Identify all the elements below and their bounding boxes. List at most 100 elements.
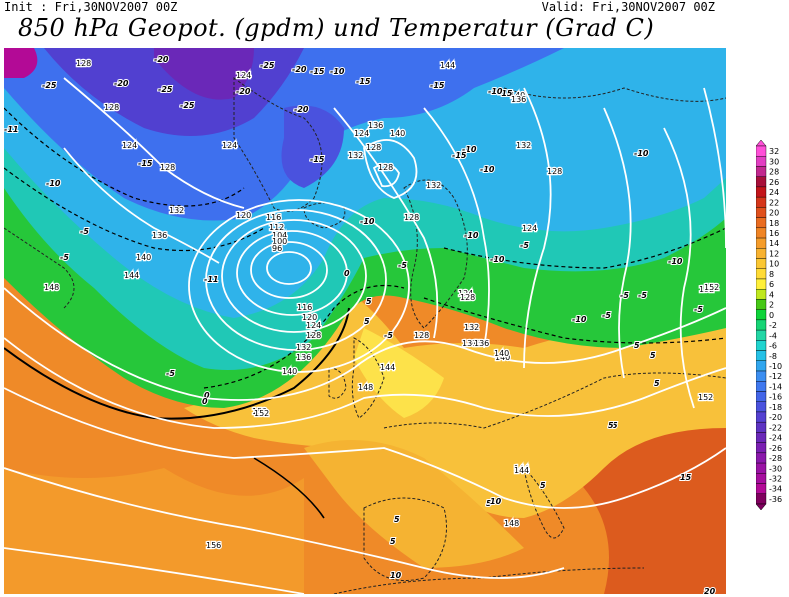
coastline-iberia [363, 497, 447, 581]
geopotential-label: 100 [272, 237, 287, 246]
geopotential-label: 156 [206, 541, 221, 550]
geopotential-label: 152 [252, 407, 267, 416]
geopotential-label: 132 [348, 151, 363, 160]
legend-label: -32 [769, 475, 782, 484]
temp-field-magenta [4, 48, 38, 78]
temp-field-violet [154, 48, 254, 100]
legend-label: 32 [769, 147, 779, 156]
legend-label: -30 [769, 464, 782, 473]
legend-label: -6 [769, 342, 777, 351]
temperature-label: 0 [344, 269, 350, 278]
legend-label: -20 [769, 413, 782, 422]
temperature-label: -10 [360, 217, 375, 226]
geopotential-label: 124 [354, 129, 369, 138]
temperature-label: -15 [356, 77, 371, 86]
legend-label: -16 [769, 393, 782, 402]
legend-swatch [756, 217, 767, 229]
legend-swatch [756, 473, 767, 484]
legend-label: -36 [769, 495, 782, 504]
geopotential-label: 124 [306, 321, 321, 330]
geopotential-label: 144 [514, 464, 529, 473]
legend-swatch [756, 258, 767, 269]
legend-label: 2 [769, 301, 774, 310]
legend-label: -12 [769, 372, 782, 381]
legend-swatch [756, 268, 767, 280]
geopotential-label: 148 [358, 383, 373, 392]
low-center-ring-5 [205, 209, 387, 351]
geopotential-label: 132 [464, 323, 479, 332]
zero-isotherm-2 [253, 457, 325, 519]
geopotential-label: 136 [511, 95, 526, 104]
temperature-label: -15 [452, 151, 467, 160]
temperature-label: 5 [364, 317, 370, 326]
legend-swatch [756, 288, 767, 300]
legend-swatch [756, 452, 767, 464]
geopotential-label: 128 [404, 213, 419, 222]
geopotential-label: 132 [426, 181, 441, 190]
geopotential-label: 132 [169, 206, 184, 215]
temperature-label: -5 [80, 227, 89, 236]
legend-swatch [756, 166, 767, 177]
temperature-label: -10 [634, 149, 649, 158]
legend-label: -18 [769, 403, 782, 412]
geopotential-label: 136 [462, 339, 477, 348]
temperature-label: -5 [60, 253, 69, 262]
legend-swatch [756, 381, 767, 392]
legend-swatch [756, 411, 767, 423]
temp-field-hot-sw [4, 468, 304, 594]
legend-swatch [756, 309, 767, 321]
temperature-label: 5 [540, 481, 546, 490]
legend-swatch [756, 248, 767, 259]
legend-swatch [756, 196, 767, 208]
temperature-label: -10 [462, 145, 477, 154]
geopotential-label: 136 [368, 121, 383, 130]
temperature-label: 5 [612, 421, 618, 430]
temperature-label: -5 [398, 261, 407, 270]
geopotential-label: 124 [222, 141, 237, 150]
temperature-label: -20 [154, 55, 169, 64]
geopotential-label: 128 [306, 331, 321, 340]
temperature-label: -25 [158, 85, 173, 94]
legend-swatch [756, 319, 767, 331]
temperature-label: 5 [634, 341, 640, 350]
legend-label: -34 [769, 485, 782, 494]
geopotential-label: 124 [522, 224, 537, 233]
legend-label: -22 [769, 423, 782, 432]
temperature-label: -11 [204, 275, 218, 284]
legend-swatch [756, 483, 767, 494]
legend-label: -8 [769, 352, 777, 361]
geopotential-label: 116 [297, 303, 312, 312]
temperature-label: -20 [294, 105, 309, 114]
temperature-label: -20 [236, 87, 251, 96]
legend-swatch [756, 227, 767, 239]
legend-label: -24 [769, 434, 782, 443]
temperature-label: 5 [390, 537, 396, 546]
legend-label: 30 [769, 157, 779, 166]
temperature-label: 5 [486, 499, 492, 508]
geopotential-label: 128 [160, 163, 175, 172]
temperature-label: -25 [180, 101, 195, 110]
legend-label: 8 [769, 270, 774, 279]
geopotential-label: 136 [472, 339, 487, 348]
legend-label: -10 [769, 362, 782, 371]
geopotential-label: 136 [474, 339, 489, 348]
legend-label: -2 [769, 321, 777, 330]
geopotential-label: 124 [458, 289, 473, 298]
geopotential-label: 136 [296, 353, 311, 362]
coastline-greenland [233, 77, 323, 212]
coastline-italy [523, 466, 565, 539]
temperature-label: -20 [292, 65, 307, 74]
temperature-label: -15 [430, 81, 445, 90]
legend-swatch [756, 391, 767, 402]
low-center-ring-3 [236, 230, 348, 316]
low-center-ring-4 [221, 219, 367, 333]
legend-label: 26 [769, 178, 779, 187]
legend-label: 28 [769, 168, 779, 177]
temperature-label: 5 [366, 297, 372, 306]
legend-swatch [756, 493, 767, 505]
legend-swatch [756, 421, 767, 433]
temperature-label: -5 [602, 311, 611, 320]
geopotential-label: 128 [414, 331, 429, 340]
legend-swatch [756, 186, 767, 198]
